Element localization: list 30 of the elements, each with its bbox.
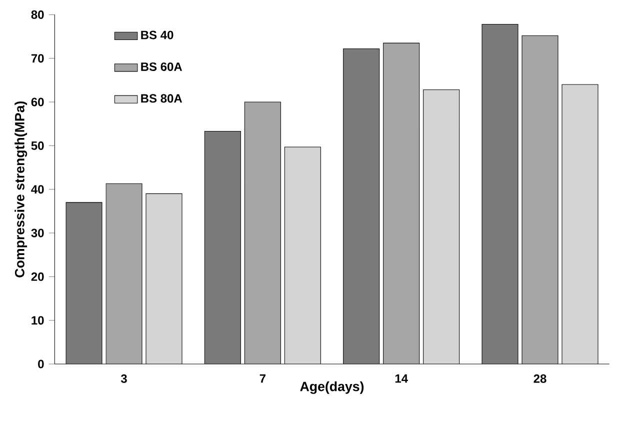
bar [244, 102, 281, 364]
y-tick-label: 70 [31, 54, 44, 63]
y-tick-label: 50 [31, 141, 44, 150]
bar [522, 35, 558, 364]
bar [284, 146, 321, 364]
x-tick-label: 3 [120, 374, 127, 383]
bar [562, 84, 598, 364]
bar [106, 184, 142, 364]
x-axis-title: Age(days) [300, 381, 364, 394]
y-tick-label: 20 [31, 272, 44, 281]
y-tick-label: 60 [31, 98, 44, 106]
bar [482, 24, 518, 364]
bar [66, 202, 102, 364]
bar [146, 194, 182, 364]
y-tick-label: 0 [38, 360, 44, 368]
legend-label: BS 40 [141, 30, 174, 40]
y-axis-title: Compressive strength(MPa) [14, 101, 28, 278]
y-tick-label: 30 [31, 228, 44, 238]
x-tick-label: 14 [395, 374, 408, 383]
legend-label: BS 60A [141, 62, 182, 71]
y-tick-label: 10 [32, 316, 44, 325]
bar [343, 48, 380, 364]
y-tick-label: 80 [31, 10, 44, 19]
bar [383, 43, 420, 364]
y-tick-label: 40 [31, 185, 44, 194]
bar [423, 90, 460, 364]
x-tick-label: 28 [534, 374, 546, 383]
legend-label: BS 80A [141, 94, 182, 103]
bar [204, 131, 241, 364]
x-tick-label: 7 [260, 374, 266, 383]
